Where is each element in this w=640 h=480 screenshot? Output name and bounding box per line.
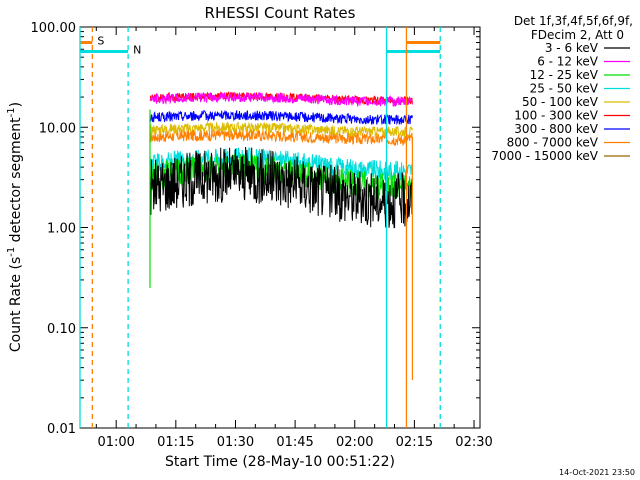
x-tick-label: 01:00 (97, 435, 134, 450)
x-axis-label: Start Time (28-May-10 00:51:22) (165, 454, 395, 470)
series-line (149, 127, 413, 147)
series-line (149, 146, 413, 229)
legend-entry-label: 12 - 25 keV (530, 68, 599, 82)
legend-entry-label: 100 - 300 keV (514, 109, 598, 123)
series-line (149, 90, 413, 106)
legend: Det 1f,3f,4f,5f,6f,9f, FDecim 2, Att 0 3… (491, 14, 633, 163)
y-tick-label: 100.00 (31, 21, 77, 36)
x-tick-label: 02:15 (396, 435, 433, 450)
marker-label: N (133, 43, 141, 56)
y-axis-label: Count Rate (s-1 detector segment-1) (6, 102, 24, 352)
plot-border (79, 26, 481, 429)
legend-header-detectors: Det 1f,3f,4f,5f,6f,9f, (514, 14, 633, 28)
legend-entry-label: 50 - 100 keV (522, 95, 599, 109)
marker-layer: SN (79, 27, 441, 428)
y-axis-ticks: 0.01 0.10 1.00 10.00 100.00 (31, 21, 480, 437)
y-tick-label: 0.10 (47, 322, 76, 337)
legend-entry-label: 3 - 6 keV (545, 41, 599, 55)
legend-entry-label: 25 - 50 keV (530, 82, 599, 96)
x-tick-label: 02:00 (336, 435, 373, 450)
series-layer (149, 90, 414, 381)
series-line (149, 109, 413, 126)
y-tick-label: 1.00 (47, 222, 76, 237)
x-axis-ticks: 01:00 01:15 01:30 01:45 02:00 02:15 02:30 (95, 27, 493, 450)
series-line (149, 91, 413, 108)
chart-title: RHESSI Count Rates (205, 4, 356, 22)
legend-entry-label: 800 - 7000 keV (507, 136, 599, 150)
legend-entry-label: 7000 - 15000 keV (491, 149, 598, 163)
x-tick-label: 01:15 (157, 435, 194, 450)
y-tick-label: 10.00 (39, 121, 76, 136)
x-tick-label: 01:30 (217, 435, 254, 450)
footer-timestamp: 14-Oct-2021 23:50 (559, 468, 635, 477)
legend-header-fdecim: FDecim 2, Att 0 (531, 28, 624, 42)
marker-label: S (97, 35, 104, 48)
x-tick-label: 02:30 (455, 435, 492, 450)
plot-frame (79, 26, 481, 429)
x-tick-label: 01:45 (276, 435, 313, 450)
legend-entry-label: 6 - 12 keV (537, 55, 599, 69)
series-line (149, 121, 413, 139)
y-tick-label: 0.01 (47, 422, 76, 437)
legend-entry-label: 300 - 800 keV (514, 122, 598, 136)
